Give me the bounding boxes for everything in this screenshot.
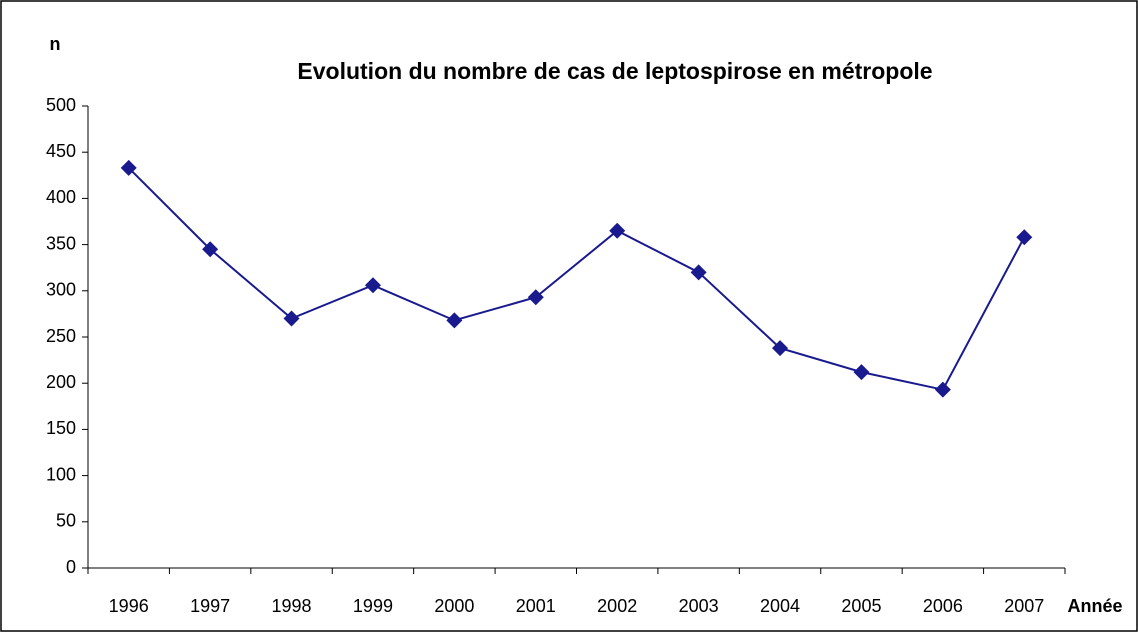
x-tick-label: 2006 <box>923 596 963 616</box>
x-tick-label: 2005 <box>841 596 881 616</box>
marker <box>609 222 626 239</box>
y-tick-label: 300 <box>46 280 76 300</box>
marker <box>772 340 789 357</box>
y-tick-label: 100 <box>46 464 76 484</box>
x-tick-label: 2000 <box>434 596 474 616</box>
y-tick-label: 50 <box>56 511 76 531</box>
marker <box>364 277 381 294</box>
marker <box>120 159 137 176</box>
y-tick-label: 350 <box>46 233 76 253</box>
y-tick-label: 200 <box>46 372 76 392</box>
x-tick-label: 2001 <box>516 596 556 616</box>
y-tick-label: 0 <box>66 557 76 577</box>
marker <box>690 264 707 281</box>
x-tick-label: 2002 <box>597 596 637 616</box>
x-tick-label: 2007 <box>1004 596 1044 616</box>
y-tick-label: 450 <box>46 141 76 161</box>
x-tick-label: 1999 <box>353 596 393 616</box>
y-tick-label: 250 <box>46 326 76 346</box>
marker <box>283 310 300 327</box>
x-tick-label: 1997 <box>190 596 230 616</box>
marker <box>527 289 544 306</box>
x-tick-label: 2003 <box>679 596 719 616</box>
marker <box>934 381 951 398</box>
line <box>128 167 1026 391</box>
marker <box>446 312 463 329</box>
marker <box>853 364 870 381</box>
marker <box>1016 229 1033 246</box>
x-axis-label: Année <box>1067 596 1122 616</box>
x-tick-label: 1998 <box>272 596 312 616</box>
y-tick-label: 500 <box>46 95 76 115</box>
y-tick-label: 150 <box>46 418 76 438</box>
chart-title: Evolution du nombre de cas de leptospiro… <box>297 58 932 84</box>
y-tick-label: 400 <box>46 187 76 207</box>
x-tick-label: 1996 <box>109 596 149 616</box>
y-axis-label: n <box>50 34 61 54</box>
marker <box>202 241 219 258</box>
x-tick-label: 2004 <box>760 596 800 616</box>
